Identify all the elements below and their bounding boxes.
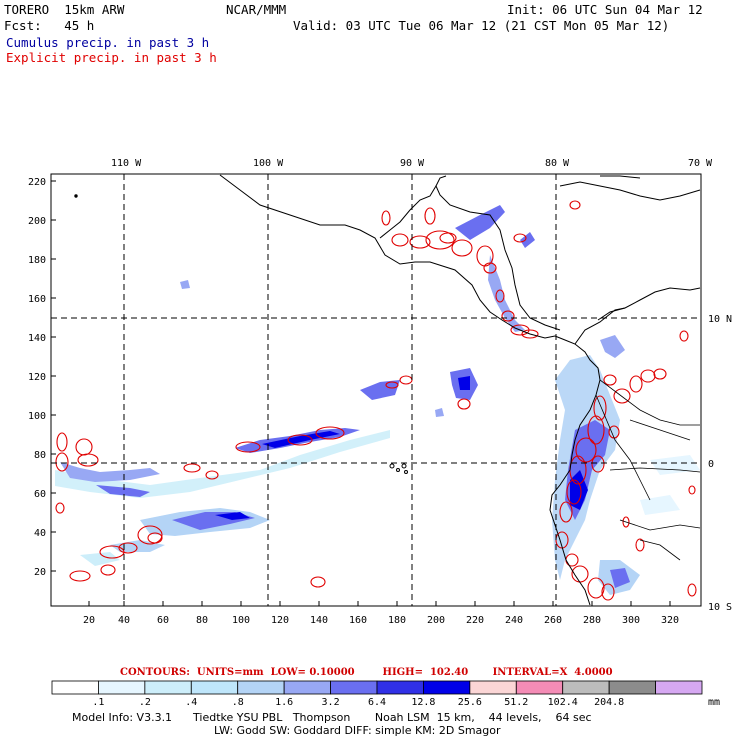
- colorbar-swatch: [469, 680, 517, 695]
- lat-label-10s: 10 S: [708, 602, 732, 613]
- x-tick-label: 120: [271, 615, 289, 626]
- colorbar-label: 3.2: [322, 697, 340, 708]
- colorbar-swatch: [144, 680, 192, 695]
- lon-label-90w: 90 W: [400, 158, 425, 169]
- colorbar-label: .8: [232, 697, 244, 708]
- colorbar-swatch: [655, 680, 703, 695]
- y-tick-label: 180: [28, 255, 46, 266]
- x-tick-label: 300: [622, 615, 640, 626]
- x-tick-label: 220: [466, 615, 484, 626]
- colorbar-swatch: [515, 680, 564, 695]
- colorbar-swatch: [51, 680, 99, 695]
- colorbar-label: .2: [139, 697, 151, 708]
- legend-colorbar: [51, 680, 703, 695]
- y-tick-label: 100: [28, 411, 46, 422]
- forecast-hour: Fcst: 45 h: [4, 18, 95, 33]
- coastlines: [74, 174, 701, 606]
- colorbar-swatch: [330, 680, 378, 695]
- y-tick-label: 220: [28, 177, 46, 188]
- x-tick-label: 320: [661, 615, 679, 626]
- colorbar-label: 1.6: [275, 697, 293, 708]
- y-tick-label: 140: [28, 333, 46, 344]
- lon-label-100w: 100 W: [253, 158, 284, 169]
- x-tick-label: 260: [544, 615, 562, 626]
- x-tick-label: 100: [232, 615, 250, 626]
- axis-ticks: [51, 180, 671, 606]
- model-title: TORERO 15km ARW: [4, 2, 125, 17]
- colorbar-swatch: [608, 680, 656, 695]
- x-tick-label: 240: [505, 615, 523, 626]
- x-tick-label: 200: [427, 615, 445, 626]
- legend-unit: mm: [708, 697, 720, 708]
- colorbar-label: 51.2: [504, 697, 528, 708]
- colorbar-label: 6.4: [368, 697, 386, 708]
- colorbar-label: 204.8: [594, 697, 624, 708]
- y-tick-label: 160: [28, 294, 46, 305]
- y-tick-label: 120: [28, 372, 46, 383]
- valid-time: Valid: 03 UTC Tue 06 Mar 12 (21 CST Mon …: [293, 18, 670, 33]
- contour-info: CONTOURS: UNITS=mm LOW= 0.10000 HIGH= 10…: [120, 667, 613, 678]
- explicit-precip-label: Explicit precip. in past 3 h: [6, 50, 217, 65]
- x-tick-label: 80: [196, 615, 208, 626]
- colorbar-swatch: [237, 680, 285, 695]
- lat-label-10n: 10 N: [708, 314, 732, 325]
- x-tick-label: 160: [349, 615, 367, 626]
- colorbar-label: .1: [92, 697, 104, 708]
- colorbar-label: .4: [185, 697, 197, 708]
- lon-label-80w: 80 W: [545, 158, 570, 169]
- x-tick-label: 180: [388, 615, 406, 626]
- colorbar-swatch: [190, 680, 239, 695]
- lon-label-70w: 70 W: [688, 158, 713, 169]
- model-info-line2: LW: Godd SW: Goddard DIFF: simple KM: 2D…: [214, 724, 501, 737]
- colorbar-swatch: [376, 680, 424, 695]
- init-time: Init: 06 UTC Sun 04 Mar 12: [507, 2, 703, 17]
- x-tick-label: 140: [310, 615, 328, 626]
- lat-label-0: 0: [708, 459, 714, 470]
- x-tick-label: 20: [83, 615, 95, 626]
- y-tick-label: 20: [34, 567, 46, 578]
- legend-labels: .1 .2 .4 .8 1.6 3.2 6.4 12.8 25.6 51.2 102.4 204.8: [92, 697, 624, 708]
- colorbar-label: 12.8: [411, 697, 435, 708]
- y-tick-label: 80: [34, 450, 46, 461]
- x-tick-label: 40: [118, 615, 130, 626]
- x-tick-label: 60: [157, 615, 169, 626]
- y-tick-label: 40: [34, 528, 46, 539]
- explicit-precip-contours: [55, 200, 697, 601]
- model-info-line1: Model Info: V3.3.1 Tiedtke YSU PBL Thomp…: [72, 711, 592, 724]
- latlon-grid: [51, 174, 701, 606]
- colorbar-swatch: [562, 680, 610, 695]
- organization-label: NCAR/MMM: [226, 2, 287, 17]
- y-tick-label: 60: [34, 489, 46, 500]
- y-tick-label: 200: [28, 216, 46, 227]
- lon-label-110w: 110 W: [111, 158, 142, 169]
- colorbar-label: 25.6: [458, 697, 482, 708]
- cumulus-precip-label: Cumulus precip. in past 3 h: [6, 35, 210, 50]
- x-tick-label: 280: [583, 615, 601, 626]
- colorbar-swatch: [283, 680, 331, 695]
- colorbar-swatch: [423, 680, 471, 695]
- colorbar-label: 102.4: [548, 697, 578, 708]
- colorbar-swatch: [98, 680, 146, 695]
